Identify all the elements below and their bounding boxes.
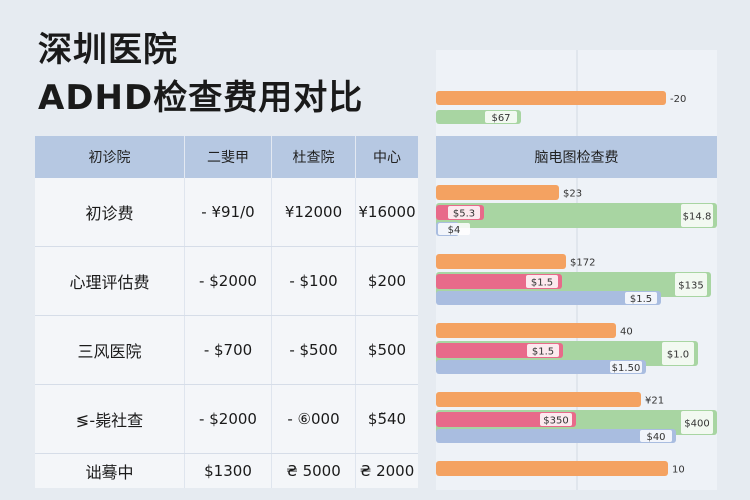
header-cell: 初诊院	[35, 136, 185, 178]
table-header: 初诊院 二斐甲 杜查院 中心	[35, 136, 418, 178]
row-label: ≶-毙社查	[35, 385, 185, 453]
bar-label: $4	[448, 225, 461, 236]
table-cell: $200	[367, 272, 407, 290]
table-cell: $1300	[185, 454, 272, 488]
table-cell: - ¥91/0	[185, 178, 272, 246]
cost-table: 初诊院 二斐甲 杜查院 中心 初诊费 - ¥91/0 ¥12000 ¥16000…	[35, 136, 418, 488]
table-cell: ¥12000	[272, 178, 356, 246]
table-row: 初诊费 - ¥91/0 ¥12000 ¥16000	[35, 178, 418, 247]
header-cell: 杜查院	[272, 136, 356, 178]
table-cell: - $2000	[185, 385, 272, 453]
bar-label-box	[681, 411, 713, 434]
table-row: 心理评估费 - $2000 - $100 $200	[35, 247, 418, 316]
bar-chart-panel: -20 $67 $14.8 $23 $4 $5.3 $135 $172 $1.5 $1.5 $1.0…	[436, 50, 717, 490]
bar-0-orange	[436, 185, 559, 200]
bar-label: $40	[646, 432, 665, 443]
table-cell: ¥16000	[358, 203, 416, 221]
bar-label-box	[662, 342, 694, 365]
bar-label-box	[610, 361, 642, 373]
table-row: ≶-毙社查 - $2000 - ⑥000 $5̈40	[35, 385, 418, 454]
table-cell: $5̈40	[367, 410, 407, 428]
row-label: 诎蓦中	[35, 454, 185, 488]
bar-0-green	[436, 203, 717, 228]
table-cell: - $700	[185, 316, 272, 384]
table-row: 诎蓦中 $1300 ₴ 5000 ₴ 2000	[35, 454, 418, 488]
bar-label: -20	[670, 94, 686, 105]
table-row: 三风医院 - $700 - $500 $500	[35, 316, 418, 385]
bar-label-box	[526, 275, 558, 288]
bar-top-0	[436, 91, 666, 105]
bar-label: 10	[672, 465, 685, 476]
bar-label: $1.0	[667, 350, 689, 361]
table-cell: - $2000	[185, 247, 272, 315]
bar-label: $23	[563, 189, 582, 200]
table-cell: ₴ 5000	[272, 454, 356, 488]
bar-label: $350	[543, 416, 568, 427]
bar-label: 40	[620, 327, 633, 338]
bar-label-box	[540, 413, 572, 426]
bar-1-orange	[436, 254, 566, 269]
title-block: 深圳医院 ADHD检查费用对比	[38, 26, 363, 122]
bar-label: $172	[570, 258, 595, 269]
bar-label: $1.50	[612, 363, 641, 374]
bar-label-box	[485, 111, 517, 123]
table-cell: $500	[367, 341, 407, 359]
bar-3-blue	[436, 429, 676, 443]
table-cell: ₴ 2000	[359, 462, 415, 480]
bar-label: $1.5	[531, 278, 553, 289]
bar-chart: -20 $67 $14.8 $23 $4 $5.3 $135 $172 $1.5 $1.5 $1.0…	[436, 50, 717, 490]
bar-label-box	[527, 344, 559, 357]
header-cell: 二斐甲	[185, 136, 272, 178]
bar-label: $67	[491, 113, 510, 124]
bar-label-box	[681, 204, 713, 227]
bar-2-orange	[436, 323, 616, 338]
bar-4-orange	[436, 461, 668, 476]
bar-label-box	[625, 292, 657, 304]
bar-label: $400	[684, 419, 709, 430]
table-cell: - ⑥000	[272, 385, 356, 453]
title-line-2: ADHD检查费用对比	[38, 78, 364, 118]
bar-label-box	[438, 223, 470, 235]
header-cell: 中心	[373, 150, 401, 166]
bar-3-orange	[436, 392, 641, 407]
bar-2-blue	[436, 360, 646, 374]
bar-label: $14.8	[683, 212, 712, 223]
bar-1-blue	[436, 291, 661, 305]
title-line-1: 深圳医院	[38, 30, 178, 70]
bar-label-box	[640, 430, 672, 442]
bar-label: $5.3	[453, 209, 475, 220]
bar-label: $1.5	[630, 294, 652, 305]
bar-label: $135	[678, 281, 703, 292]
row-label: 心理评估费	[35, 247, 185, 315]
bar-label-box	[675, 273, 707, 296]
table-cell: - $100	[272, 247, 356, 315]
row-label: 初诊费	[35, 178, 185, 246]
table-cell: - $500	[272, 316, 356, 384]
bar-label-box	[448, 206, 480, 219]
row-label: 三风医院	[35, 316, 185, 384]
table-body: 初诊费 - ¥91/0 ¥12000 ¥16000 心理评估费 - $2000 …	[35, 178, 418, 488]
chart-header: 脑电图检查费	[436, 136, 717, 178]
bar-label: $1.5	[532, 347, 554, 358]
bar-label: ¥21	[645, 396, 664, 407]
